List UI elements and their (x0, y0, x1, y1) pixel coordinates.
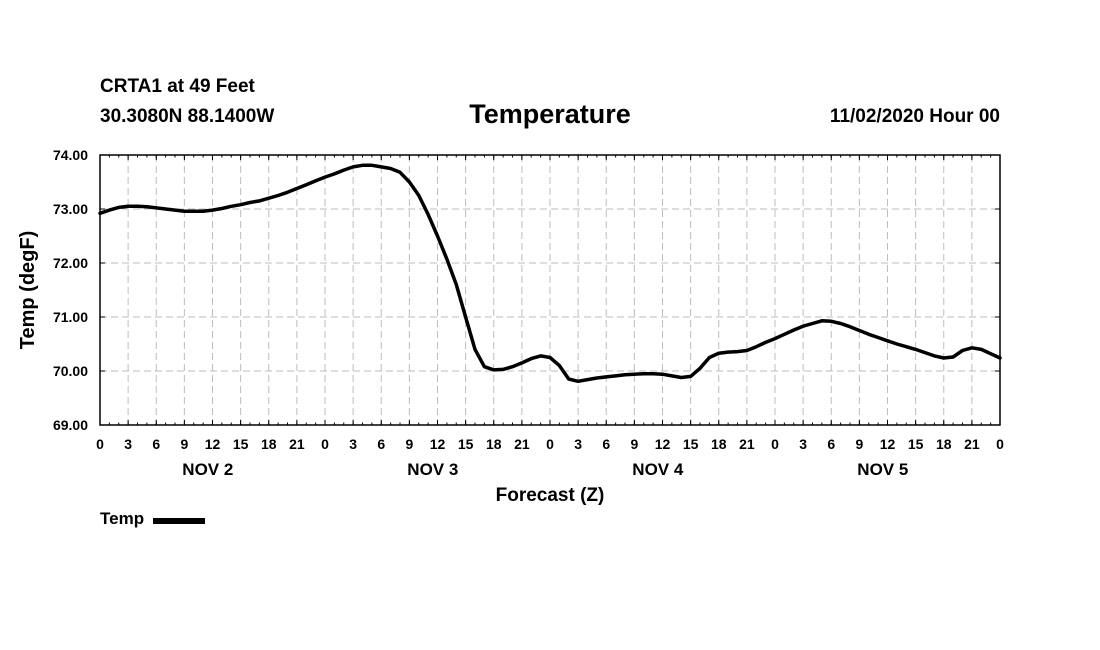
station-coordinates: 30.3080N 88.1400W (100, 106, 275, 127)
x-tick-label: 15 (683, 436, 699, 452)
y-tick-label: 72.00 (53, 255, 88, 271)
x-tick-label: 18 (261, 436, 277, 452)
label-layer: 0 3 6 9 12 15 18 21 0 3 6 9 12 15 18 21 0 3 6 9 12 15 18 21 0 3 6 9… (53, 147, 1004, 479)
y-tick-label: 69.00 (53, 417, 88, 433)
forecast-datetime: 11/02/2020 Hour 00 (829, 106, 1000, 127)
day-label: NOV 2 (182, 460, 233, 479)
x-tick-label: 21 (739, 436, 755, 452)
x-tick-label: 0 (546, 436, 554, 452)
grid-layer (100, 155, 1000, 425)
x-tick-label: 18 (486, 436, 502, 452)
x-tick-label: 15 (233, 436, 249, 452)
x-tick-label: 0 (771, 436, 779, 452)
y-axis-label: Temp (degF) (17, 231, 39, 350)
x-tick-label: 0 (321, 436, 329, 452)
x-axis-label: Forecast (Z) (496, 485, 605, 506)
series-layer (98, 163, 1002, 384)
x-tick-label: 12 (430, 436, 446, 452)
day-label: NOV 4 (632, 460, 684, 479)
x-tick-label: 6 (152, 436, 160, 452)
x-tick-label: 21 (289, 436, 305, 452)
x-tick-label: 6 (602, 436, 610, 452)
legend-swatch (153, 517, 206, 524)
y-tick-label: 73.00 (53, 201, 88, 217)
temp-series-line (98, 163, 1002, 384)
x-tick-label: 15 (458, 436, 474, 452)
legend: Temp (100, 509, 206, 529)
x-tick-label: 9 (180, 436, 188, 452)
day-label: NOV 3 (407, 460, 458, 479)
x-tick-label: 9 (855, 436, 863, 452)
x-tick-label: 21 (964, 436, 980, 452)
x-tick-label: 18 (711, 436, 727, 452)
x-tick-label: 0 (996, 436, 1004, 452)
x-tick-label: 0 (96, 436, 104, 452)
day-label: NOV 5 (857, 460, 908, 479)
x-tick-label: 21 (514, 436, 530, 452)
x-tick-label: 12 (880, 436, 896, 452)
x-tick-label: 3 (799, 436, 807, 452)
x-tick-label: 18 (936, 436, 952, 452)
x-tick-label: 6 (827, 436, 835, 452)
legend-label: Temp (100, 509, 145, 528)
x-tick-label: 9 (405, 436, 413, 452)
x-tick-label: 12 (655, 436, 671, 452)
x-tick-label: 9 (630, 436, 638, 452)
y-tick-label: 74.00 (53, 147, 88, 163)
plot-frame (99, 154, 1001, 426)
x-tick-label: 12 (205, 436, 221, 452)
y-tick-label: 70.00 (53, 363, 88, 379)
x-tick-label: 3 (124, 436, 132, 452)
x-tick-label: 6 (377, 436, 385, 452)
x-tick-label: 3 (349, 436, 357, 452)
y-tick-label: 71.00 (53, 309, 88, 325)
chart-title: Temperature (469, 99, 631, 129)
x-tick-label: 3 (574, 436, 582, 452)
station-title: CRTA1 at 49 Feet (100, 76, 255, 97)
x-tick-label: 15 (908, 436, 924, 452)
